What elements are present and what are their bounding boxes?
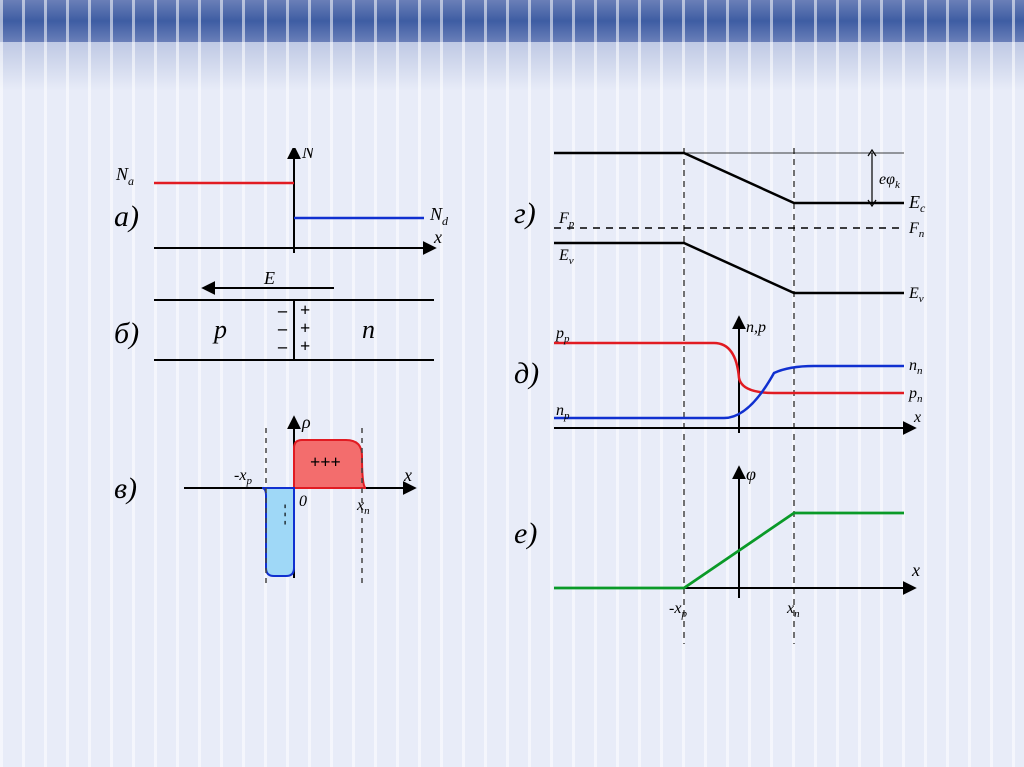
d-Ec <box>554 153 904 203</box>
e-p-curve <box>554 343 904 393</box>
a-xlabel: x <box>433 227 442 247</box>
panel-letter-c: в) <box>114 472 137 505</box>
a-na-label: Na <box>115 164 134 188</box>
panel-letter-e: д) <box>514 357 539 390</box>
b-p: p <box>212 315 227 344</box>
diagram-svg: а) N x Na Nd б) E <box>94 148 934 644</box>
slide-root: а) N x Na Nd б) E <box>0 0 1024 767</box>
b-E-label: E <box>263 268 275 288</box>
c-xp: -xp <box>234 467 252 487</box>
e-xlabel: x <box>913 409 921 426</box>
panel-letter-a: а) <box>114 200 139 233</box>
f-xlabel: x <box>911 560 920 580</box>
c-neg-lobe <box>262 488 294 576</box>
c-neg-text: - - - <box>278 504 293 525</box>
f-phi-curve <box>554 513 904 588</box>
e-nn: nn <box>909 357 923 377</box>
e-pn: pn <box>908 385 923 405</box>
panel-f: е) φ x -xp xn <box>514 464 920 620</box>
svg-text:–: – <box>277 336 288 356</box>
svg-text:–: – <box>277 300 288 320</box>
d-Ec-label: Ec <box>908 192 926 215</box>
a-ylabel: N <box>301 148 315 162</box>
d-Ev-left: Ev <box>558 247 574 267</box>
panel-a: а) N x Na Nd <box>114 148 449 253</box>
c-xlabel: x <box>403 465 412 485</box>
c-zero: 0 <box>299 493 307 510</box>
svg-text:+: + <box>300 300 310 320</box>
d-ephi: eφk <box>879 171 901 191</box>
f-xn: xn <box>786 600 800 620</box>
d-Ev <box>554 243 904 293</box>
b-n: n <box>362 315 375 344</box>
svg-text:+: + <box>300 336 310 356</box>
d-Fn: Fn <box>908 220 925 240</box>
panel-letter-b: б) <box>114 317 139 350</box>
panel-b: б) E p n ––– +++ <box>114 268 434 360</box>
a-nd-label: Nd <box>429 204 449 228</box>
c-pos-text: +++ <box>310 452 341 472</box>
c-xn: xn <box>356 497 370 517</box>
e-ylabel: n,p <box>746 319 766 336</box>
panel-e: д) n,p x pp np nn pn <box>514 318 923 433</box>
panel-letter-d: г) <box>514 197 536 230</box>
d-Fp: Fp <box>558 210 575 230</box>
d-Ev-right: Ev <box>908 285 924 305</box>
panel-c: в) ρ x 0 +++ - - - -xp xn <box>114 412 414 583</box>
c-ylabel: ρ <box>301 412 311 432</box>
panel-letter-f: е) <box>514 517 537 550</box>
panel-d: г) eφk Ec Fp Fn <box>514 150 926 305</box>
svg-text:+: + <box>300 318 310 338</box>
svg-text:–: – <box>277 318 288 338</box>
f-ylabel: φ <box>746 464 756 484</box>
